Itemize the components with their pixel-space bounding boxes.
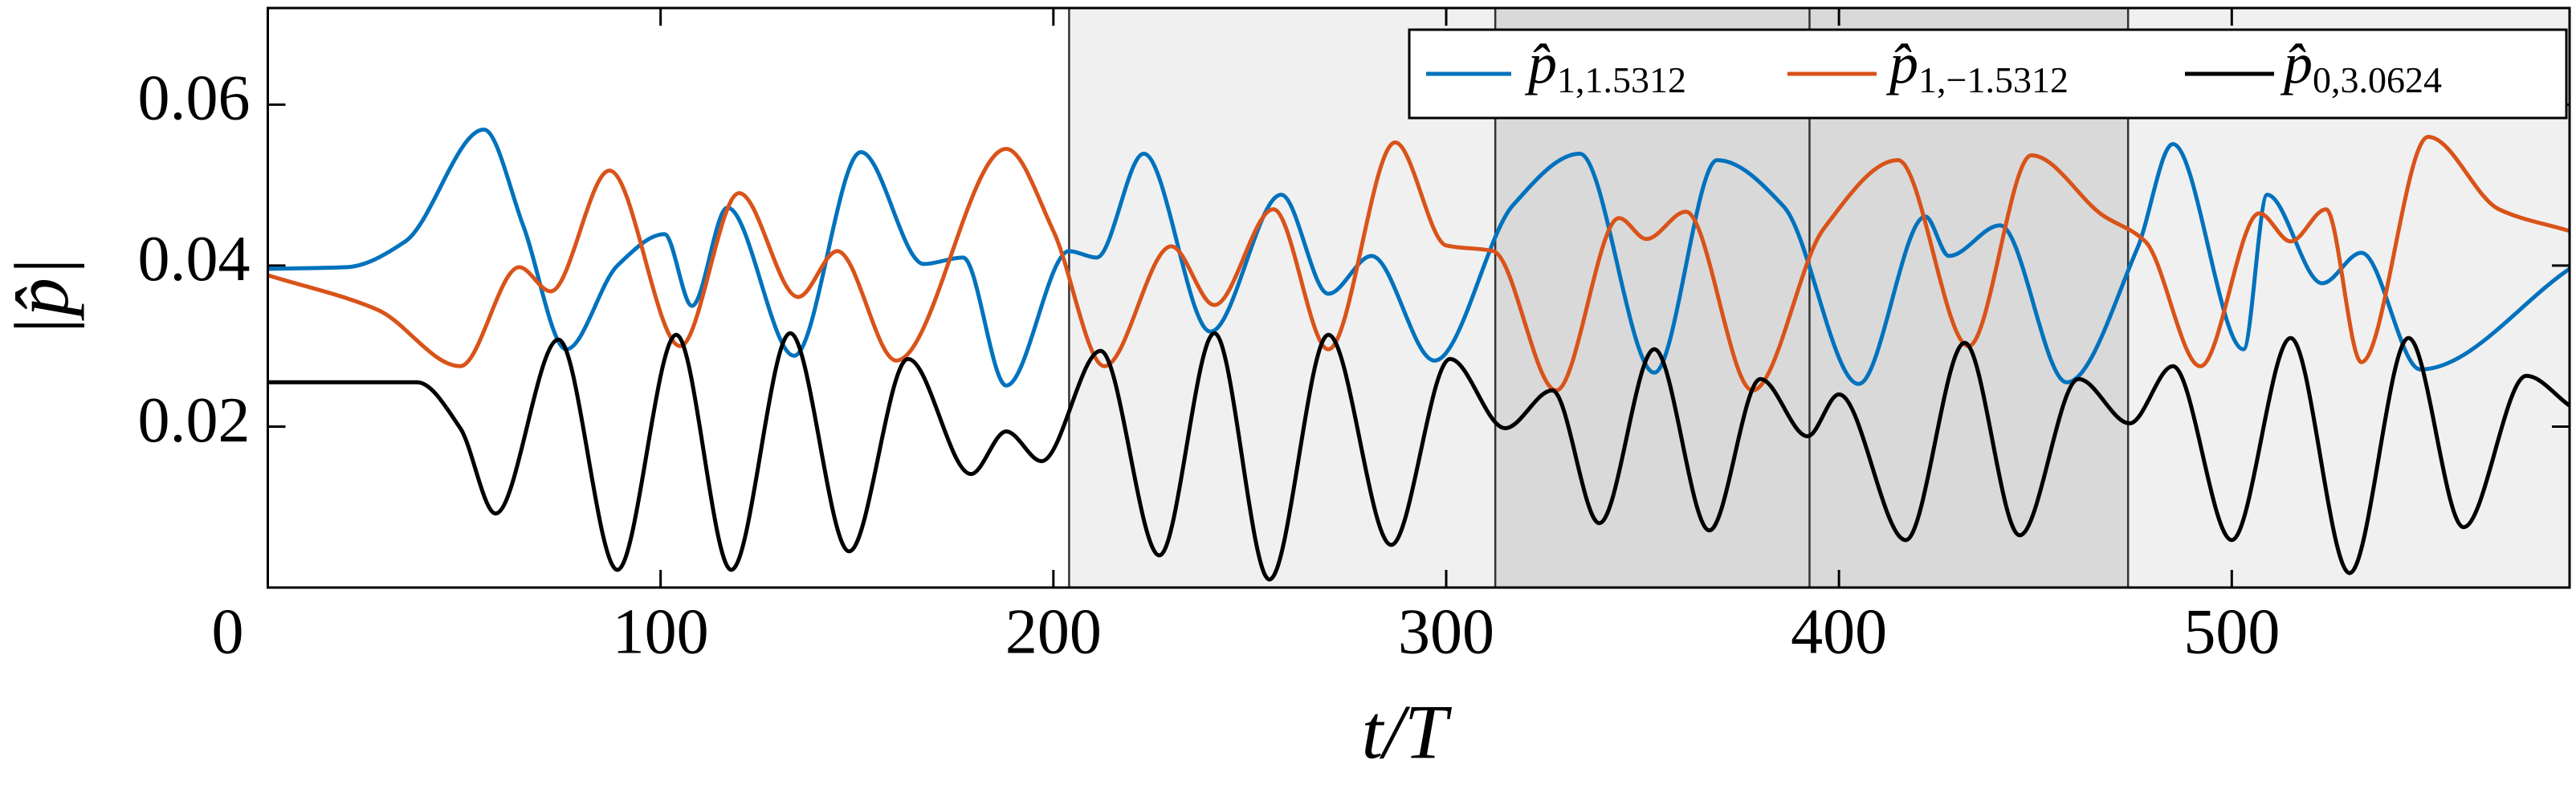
x-tick-label: 200: [1005, 596, 1102, 667]
x-axis-label: t/T: [1362, 689, 1453, 775]
x-tick-label: 0: [212, 596, 244, 667]
y-tick-label: 0.02: [138, 385, 251, 456]
x-tick-label: 300: [1398, 596, 1494, 667]
x-tick-label: 500: [2183, 596, 2280, 667]
y-tick-label: 0.06: [138, 63, 251, 134]
x-tick-label: 100: [613, 596, 709, 667]
legend-label: p̂1,−1.5312: [1885, 31, 2069, 100]
series-line: [267, 127, 2571, 388]
legend-box: [1408, 28, 2568, 120]
legend-label: p̂1,1.5312: [1524, 31, 1686, 100]
plot-frame: [267, 6, 2571, 589]
series-line: [267, 134, 2570, 392]
y-tick-label: 0.04: [138, 224, 251, 295]
series-line: [267, 331, 2571, 582]
x-tick-label: 400: [1791, 596, 1887, 667]
y-axis-label: |p̂|: [0, 257, 84, 338]
legend-label: p̂0,3.0624: [2280, 31, 2442, 100]
